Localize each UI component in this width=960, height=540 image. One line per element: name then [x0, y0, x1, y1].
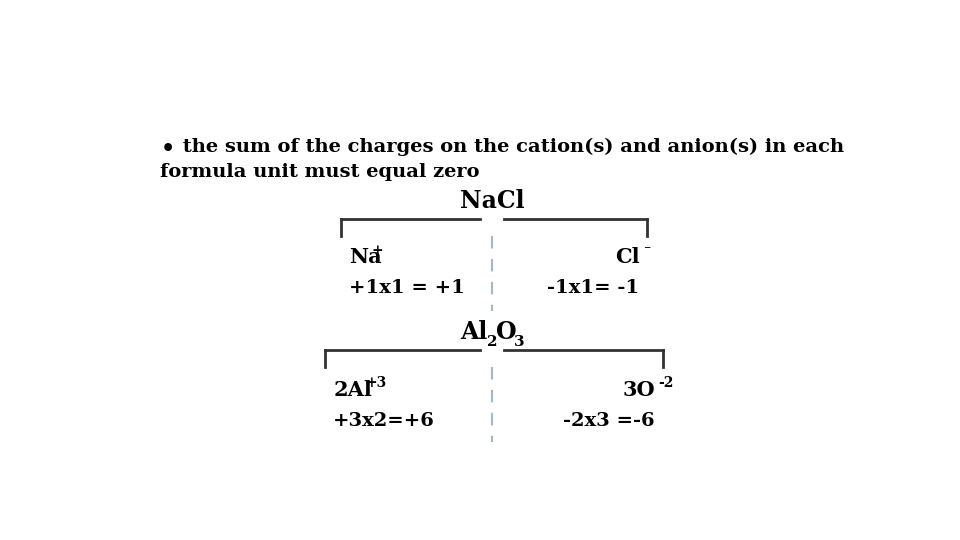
Text: NaCl: NaCl — [460, 188, 524, 213]
Text: O: O — [496, 320, 516, 343]
Text: formula unit must equal zero: formula unit must equal zero — [160, 163, 480, 180]
Text: +3: +3 — [366, 376, 387, 390]
Text: Al: Al — [460, 320, 488, 343]
Text: ⁻: ⁻ — [643, 244, 651, 258]
Text: •: • — [160, 138, 175, 160]
Text: +3x2=+6: +3x2=+6 — [333, 413, 435, 430]
Text: -2x3 =-6: -2x3 =-6 — [564, 413, 655, 430]
Text: 3O: 3O — [622, 380, 655, 400]
Text: Cl: Cl — [614, 247, 639, 267]
Text: -2: -2 — [659, 376, 674, 390]
Text: Na: Na — [348, 247, 381, 267]
Text: +1x1 = +1: +1x1 = +1 — [348, 279, 465, 297]
Text: -1x1= -1: -1x1= -1 — [547, 279, 639, 297]
Text: 2Al: 2Al — [333, 380, 372, 400]
Text: +: + — [372, 244, 383, 258]
Text: 2: 2 — [488, 335, 498, 349]
Text: 3: 3 — [514, 335, 524, 349]
Text: the sum of the charges on the cation(s) and anion(s) in each: the sum of the charges on the cation(s) … — [176, 138, 844, 156]
